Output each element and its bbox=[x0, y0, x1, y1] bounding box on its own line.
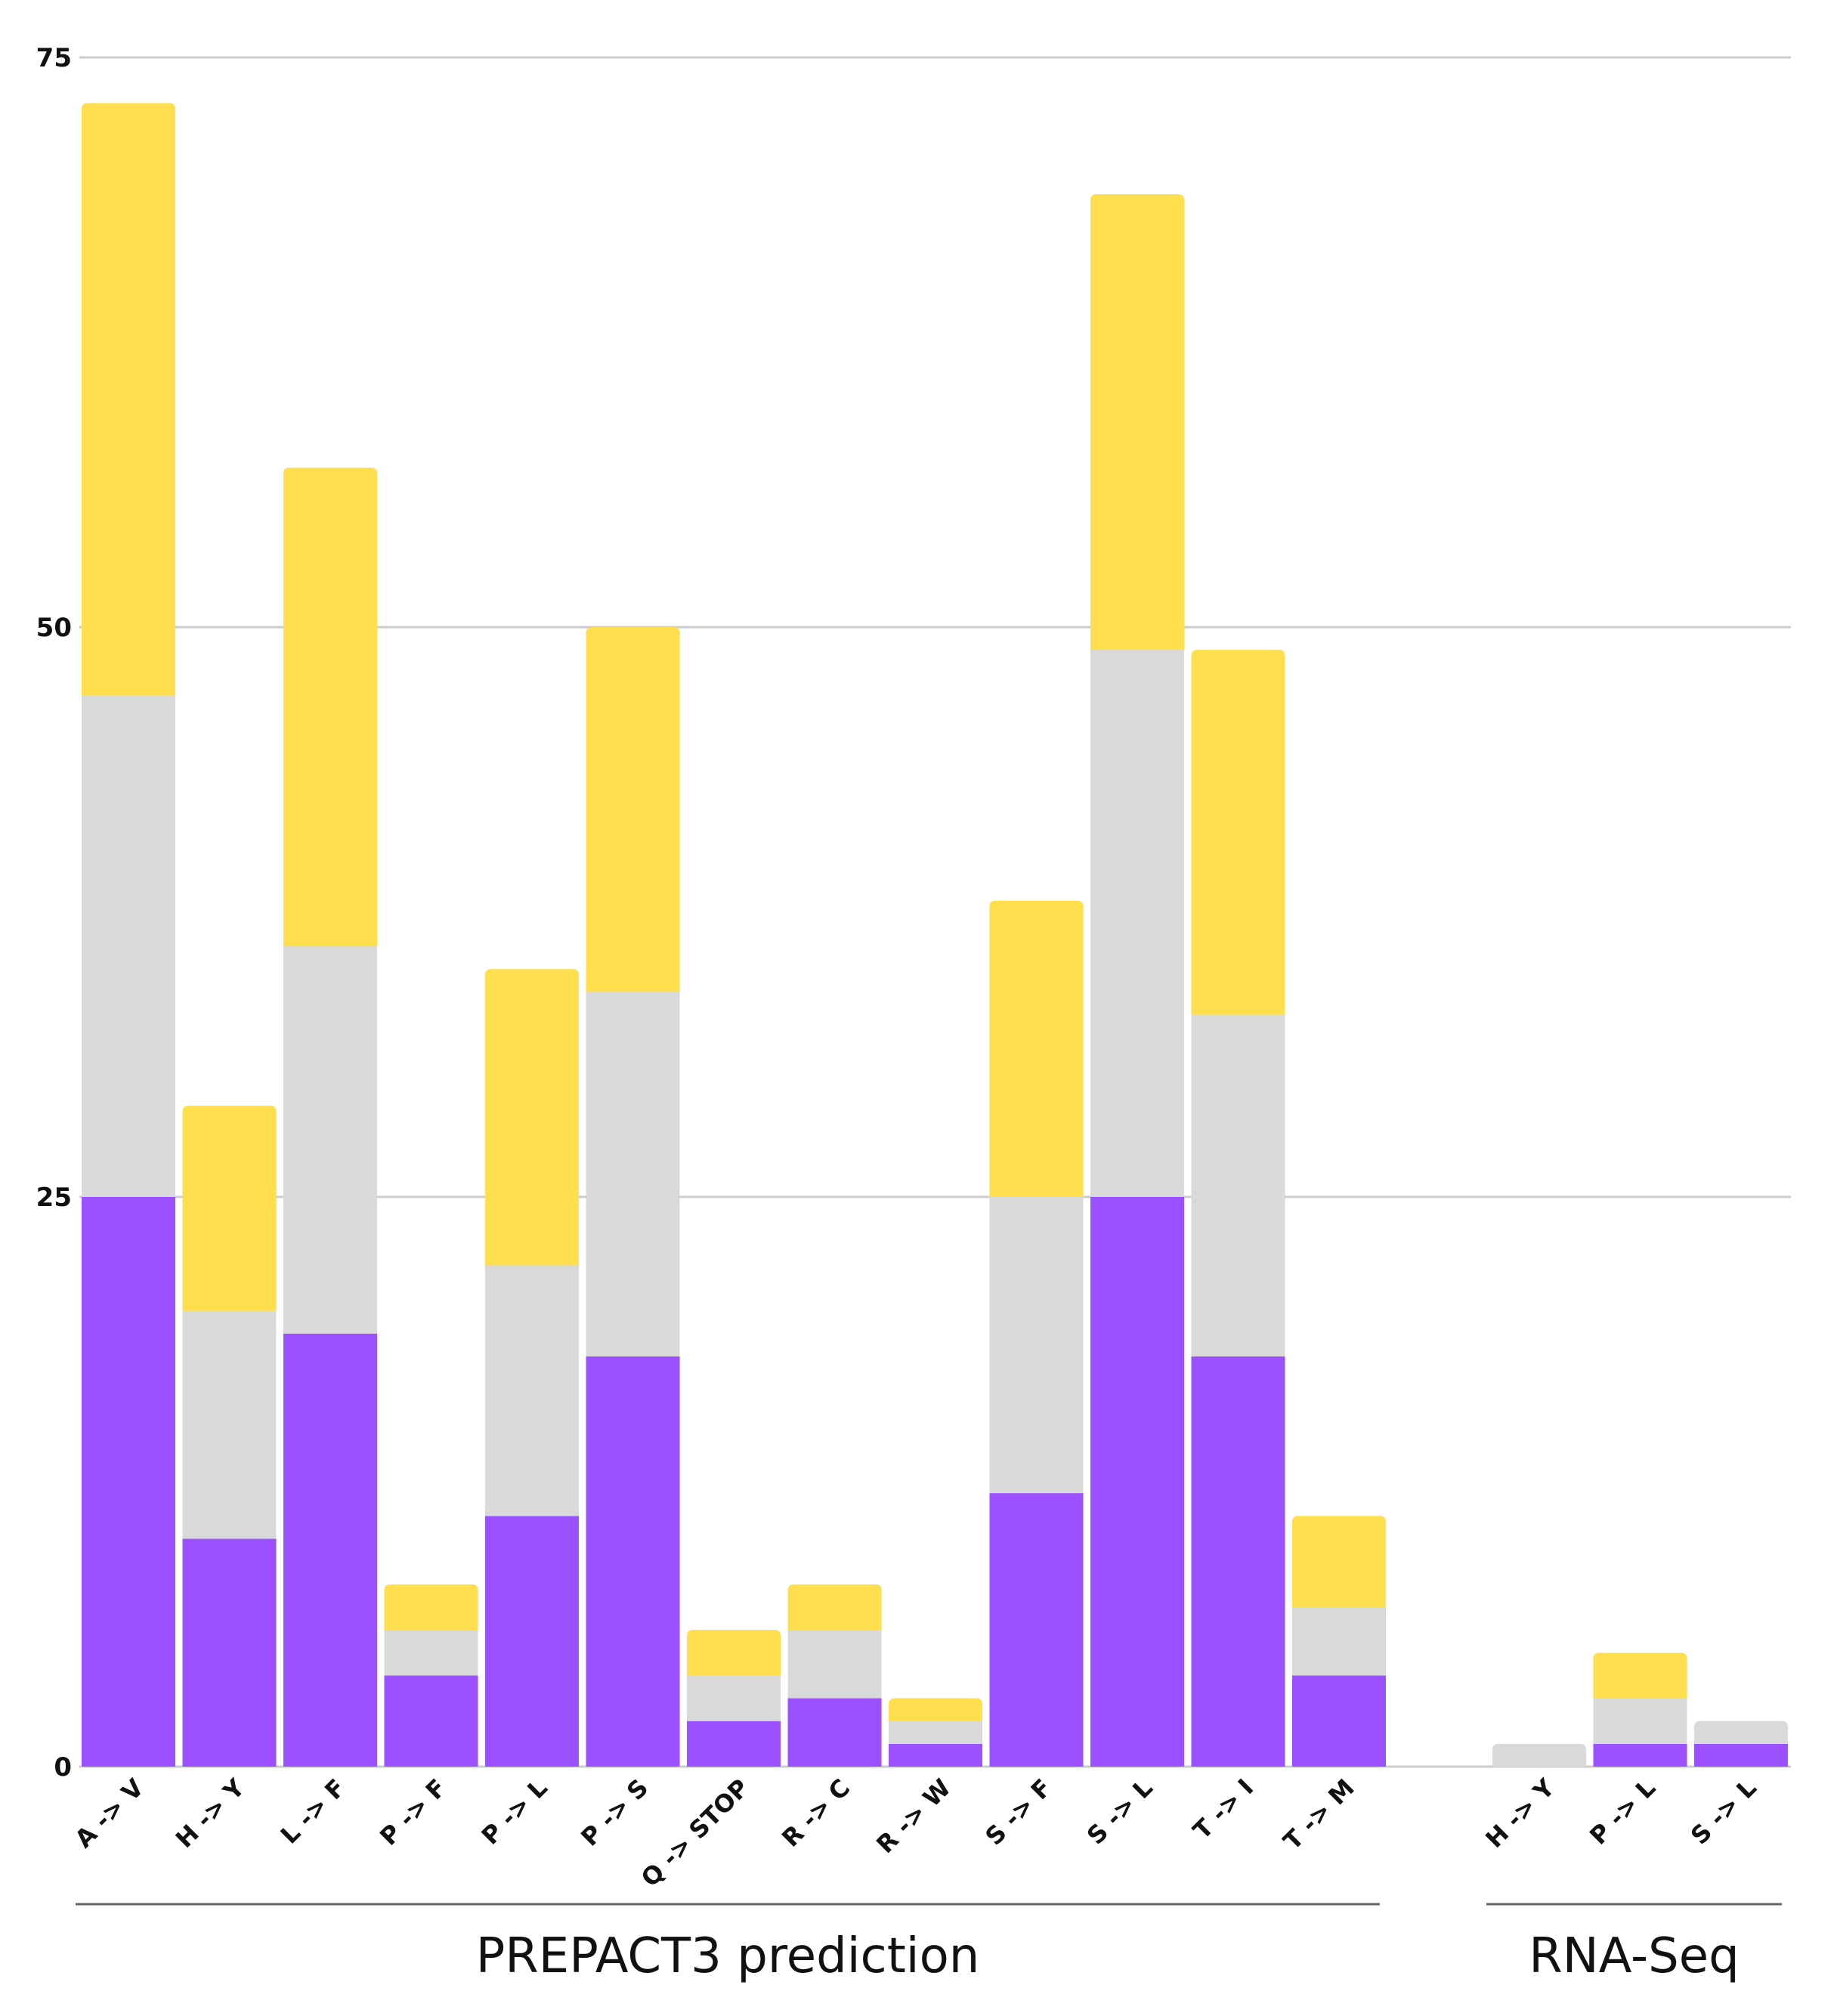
bar-segment bbox=[485, 1265, 579, 1517]
bar-segment bbox=[1292, 1606, 1386, 1676]
x-category-label: S -> F bbox=[979, 1773, 1057, 1851]
bar-segment bbox=[586, 1356, 680, 1767]
bar-segment bbox=[1694, 1743, 1788, 1767]
bar-segment bbox=[82, 695, 175, 1197]
x-category-label: A -> V bbox=[70, 1773, 150, 1854]
bar-segment bbox=[1694, 1721, 1788, 1744]
bar-segment bbox=[1191, 1356, 1285, 1767]
bar-segment bbox=[1292, 1516, 1386, 1607]
bar-segment bbox=[485, 969, 579, 1266]
bar-segment bbox=[889, 1743, 982, 1767]
bar-segment bbox=[1593, 1653, 1687, 1699]
bar-segment bbox=[283, 946, 377, 1334]
y-axis: 0 25 50 75 bbox=[36, 43, 72, 1783]
group-label: PREPACT3 prediction bbox=[476, 1928, 980, 1984]
bar-segment bbox=[1292, 1675, 1386, 1767]
bar-segment bbox=[1090, 1197, 1184, 1767]
bar-segment bbox=[384, 1630, 478, 1676]
bar-segment bbox=[1090, 193, 1184, 651]
bar-segment bbox=[687, 1675, 781, 1721]
bar-segment bbox=[384, 1675, 478, 1767]
bar-segment bbox=[485, 1516, 579, 1767]
x-category-label: L -> F bbox=[275, 1773, 351, 1850]
y-tick-label: 25 bbox=[36, 1183, 72, 1213]
bar-segment bbox=[586, 627, 680, 992]
bar-segment bbox=[1191, 650, 1285, 1015]
x-category-label: T -> M bbox=[1278, 1773, 1360, 1856]
bar-segment bbox=[787, 1584, 882, 1631]
bar-segment bbox=[82, 103, 175, 696]
bar-segment bbox=[989, 1197, 1084, 1494]
bar-segment bbox=[384, 1584, 478, 1631]
y-tick-label: 75 bbox=[36, 43, 72, 73]
bar-segment bbox=[989, 900, 1084, 1197]
x-category-label: P -> F bbox=[374, 1773, 452, 1851]
x-category-label: P -> L bbox=[476, 1773, 553, 1851]
x-category-label: S -> L bbox=[1685, 1773, 1762, 1851]
bars bbox=[82, 103, 1788, 1767]
bar-segment bbox=[82, 1197, 175, 1767]
bar-segment bbox=[182, 1105, 277, 1311]
y-tick-label: 50 bbox=[36, 613, 72, 643]
bar-segment bbox=[989, 1493, 1084, 1767]
x-category-label: H -> Y bbox=[1480, 1773, 1560, 1854]
bar-segment bbox=[687, 1630, 781, 1676]
x-category-label: R -> C bbox=[776, 1773, 855, 1853]
x-category-label: R -> W bbox=[871, 1773, 956, 1859]
bar-segment bbox=[1593, 1743, 1687, 1767]
bar-segment bbox=[687, 1721, 781, 1767]
bar-segment bbox=[1191, 1014, 1285, 1357]
bar-segment bbox=[889, 1721, 982, 1744]
x-category-label: P -> S bbox=[575, 1773, 654, 1852]
bar-segment bbox=[1090, 650, 1184, 1197]
y-tick-label: 0 bbox=[54, 1752, 72, 1783]
bar-segment bbox=[889, 1698, 982, 1721]
bar-segment bbox=[1492, 1743, 1586, 1767]
group-brackets: PREPACT3 prediction RNA-Seq bbox=[76, 1903, 1782, 1984]
x-category-label: S -> L bbox=[1081, 1773, 1158, 1851]
bar-segment bbox=[787, 1698, 882, 1767]
x-category-label: Q -> STOP bbox=[636, 1773, 755, 1893]
bar-segment bbox=[1593, 1698, 1687, 1744]
bar-segment bbox=[283, 1333, 377, 1767]
x-category-label: H -> Y bbox=[170, 1773, 251, 1854]
bar-segment bbox=[182, 1310, 277, 1539]
group-label: RNA-Seq bbox=[1529, 1928, 1739, 1984]
bar-segment bbox=[182, 1538, 277, 1767]
x-category-label: T -> I bbox=[1187, 1773, 1259, 1845]
bar-segment bbox=[787, 1630, 882, 1699]
x-category-label: P -> L bbox=[1584, 1773, 1661, 1851]
bar-segment bbox=[586, 991, 680, 1357]
bar-segment bbox=[283, 467, 377, 947]
